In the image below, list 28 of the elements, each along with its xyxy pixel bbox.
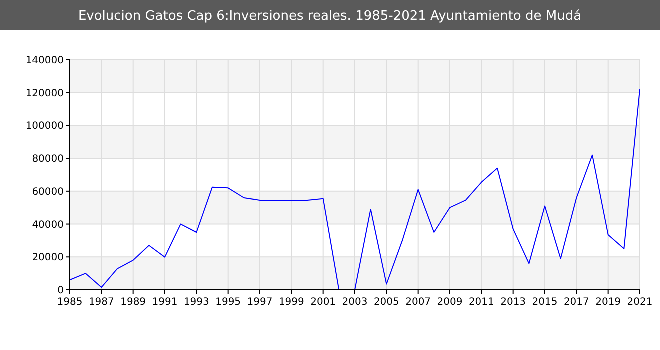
- x-tick-label: 2001: [310, 297, 336, 308]
- chart-title: Evolucion Gatos Cap 6:Inversiones reales. 1985-2021 Ayuntamiento de Mudá: [78, 9, 582, 24]
- x-tick-label: 2011: [468, 297, 494, 308]
- x-tick-label: 2005: [374, 297, 400, 308]
- x-tick-label: 2013: [500, 297, 526, 308]
- y-tick-label: 40000: [32, 220, 64, 231]
- x-tick-label: 1991: [152, 297, 178, 308]
- x-tick-label: 1995: [216, 297, 242, 308]
- y-tick-label: 20000: [32, 252, 64, 264]
- y-tick-label: 0: [58, 286, 64, 296]
- y-tick-label: 60000: [32, 186, 64, 198]
- y-tick-label: 140000: [26, 56, 64, 66]
- x-tick-label: 2007: [406, 297, 432, 308]
- y-tick-label: 80000: [32, 154, 64, 166]
- x-tick-label: 2019: [596, 297, 622, 308]
- x-tick-label: 1985: [57, 297, 83, 308]
- x-tick-label: 2017: [564, 297, 590, 308]
- x-tick-label: 2009: [437, 297, 463, 308]
- x-tick-label: 1993: [184, 297, 210, 308]
- y-tick-label: 120000: [26, 88, 64, 100]
- x-tick-label: 2021: [627, 297, 653, 308]
- x-tick-label: 1987: [88, 297, 114, 308]
- x-tick-label: 2003: [342, 297, 368, 308]
- x-tick-label: 2015: [532, 297, 558, 308]
- x-tick-label: 1999: [278, 297, 304, 308]
- y-tick-label: 100000: [26, 121, 64, 132]
- x-tick-label: 1989: [120, 297, 146, 308]
- x-tick-label: 1997: [247, 297, 273, 308]
